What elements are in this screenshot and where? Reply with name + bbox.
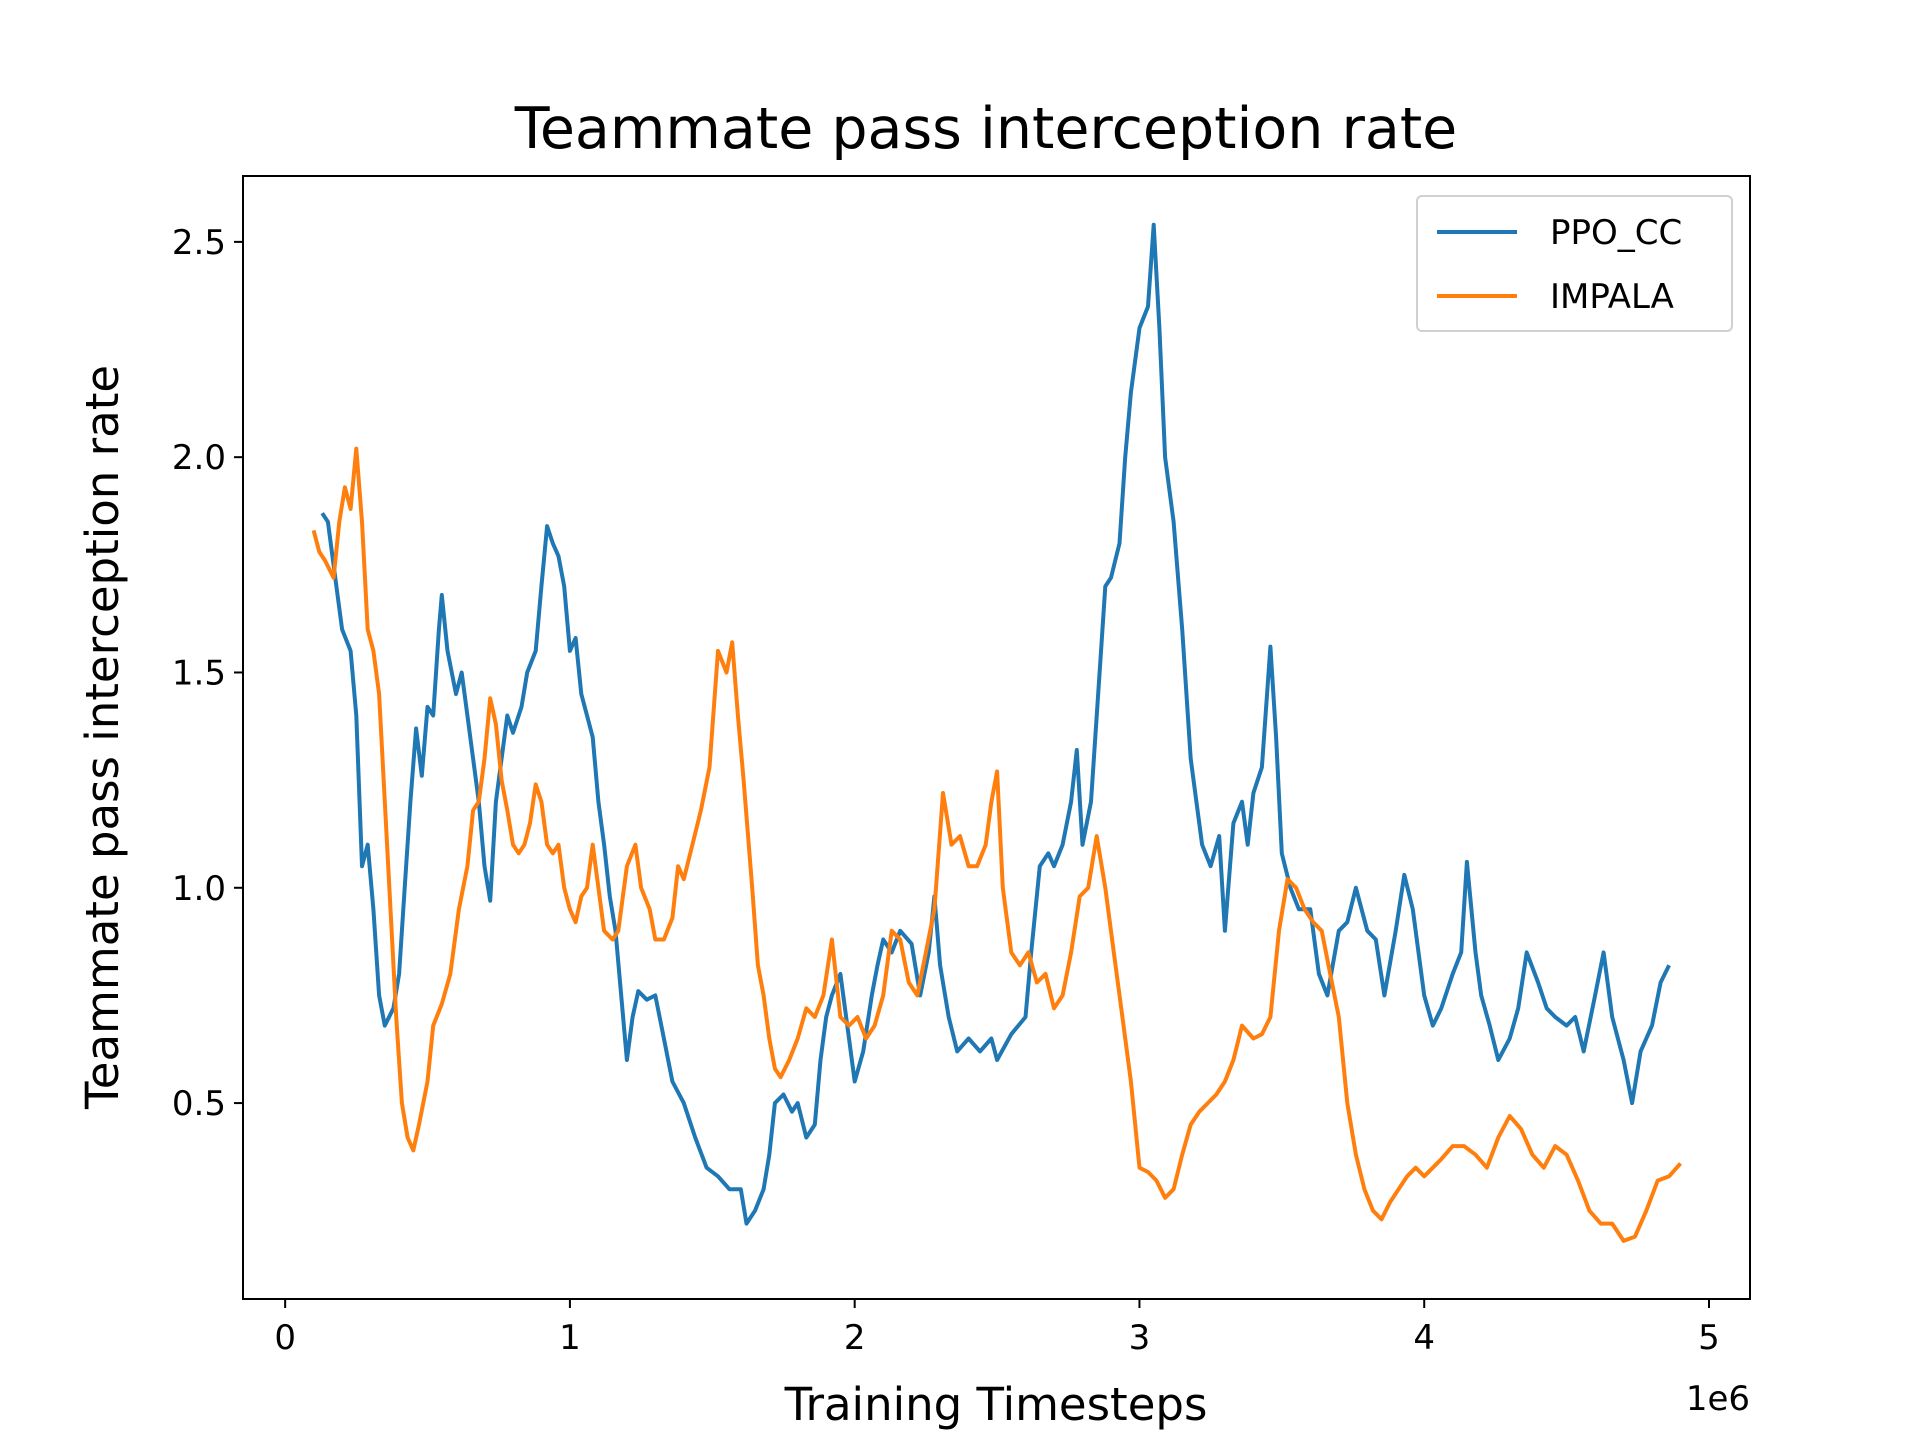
y-tick-label: 2.5: [172, 223, 226, 263]
chart-title: Teammate pass interception rate: [514, 96, 1458, 162]
x-tick-label: 5: [1698, 1318, 1720, 1358]
legend-label: PPO_CC: [1550, 213, 1682, 253]
x-tick-label: 2: [844, 1318, 866, 1358]
x-tick-label: 4: [1413, 1318, 1435, 1358]
line: [311, 446, 1682, 1243]
plot-frame: [242, 175, 1751, 1300]
x-axis-label: Training Timesteps: [784, 1378, 1208, 1431]
x-tick-label: 0: [274, 1318, 296, 1358]
y-axis-label: Teammate pass interception rate: [76, 365, 129, 1110]
legend-label: IMPALA: [1550, 277, 1674, 317]
x-tick-label: 1: [559, 1318, 581, 1358]
y-tick-label: 1.0: [172, 869, 226, 909]
line: [320, 222, 1671, 1226]
x-tick-label: 3: [1129, 1318, 1151, 1358]
y-tick-label: 2.0: [172, 438, 226, 478]
y-tick-label: 1.5: [172, 653, 226, 693]
y-tick-label: 0.5: [172, 1084, 226, 1124]
x-offset-label: 1e6: [1686, 1379, 1750, 1419]
